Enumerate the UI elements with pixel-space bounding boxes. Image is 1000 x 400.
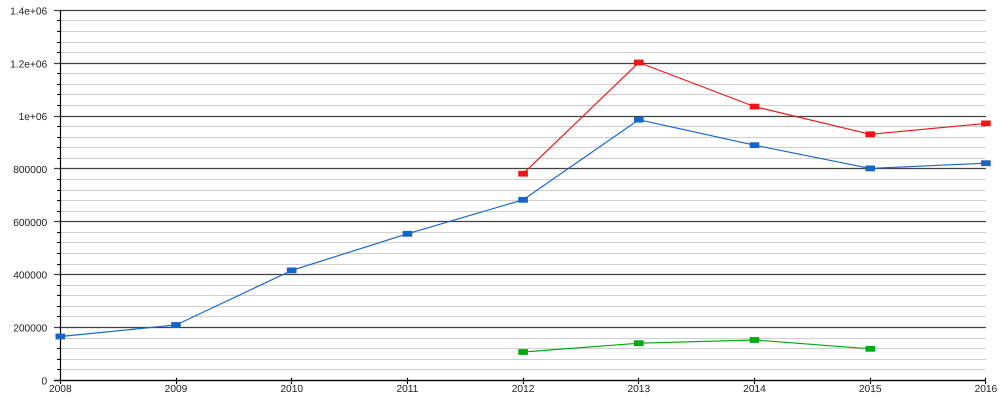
svg-text:2008: 2008 (49, 384, 72, 395)
svg-text:2009: 2009 (165, 384, 188, 395)
svg-text:2016: 2016 (975, 384, 998, 395)
svg-text:800000: 800000 (13, 165, 47, 176)
svg-text:2012: 2012 (512, 384, 535, 395)
svg-text:2011: 2011 (396, 384, 418, 395)
svg-text:1.4e+06: 1.4e+06 (10, 6, 47, 17)
svg-text:400000: 400000 (13, 271, 47, 282)
svg-text:2010: 2010 (280, 384, 303, 395)
svg-text:2014: 2014 (743, 384, 766, 395)
svg-text:1e+06: 1e+06 (19, 112, 48, 123)
svg-text:0: 0 (42, 376, 48, 387)
svg-text:1.2e+06: 1.2e+06 (10, 59, 47, 70)
svg-text:2015: 2015 (859, 384, 882, 395)
svg-text:2013: 2013 (627, 384, 650, 395)
svg-text:600000: 600000 (13, 218, 47, 229)
svg-text:200000: 200000 (13, 324, 47, 335)
